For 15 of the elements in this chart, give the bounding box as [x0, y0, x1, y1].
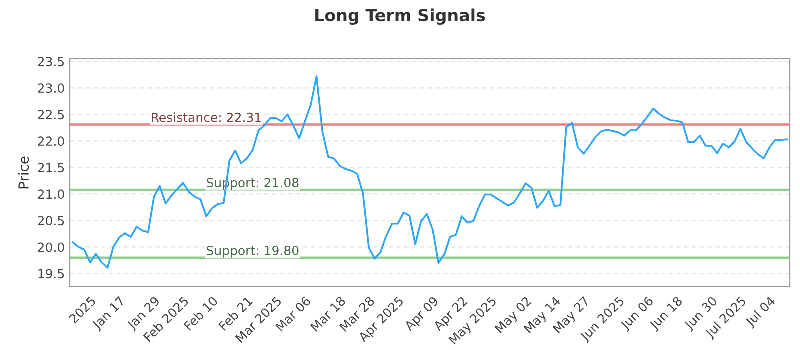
y-tick-label: 20.0	[38, 242, 64, 252]
y-tick-label: 21.0	[38, 190, 64, 200]
line-series	[72, 76, 788, 269]
y-tick-label: 20.5	[38, 216, 64, 226]
y-tick-label: 23.5	[38, 57, 64, 67]
y-tick-label: 21.5	[38, 163, 64, 173]
y-tick-label: 19.5	[38, 269, 64, 279]
x-tick-label: Jul 04	[744, 296, 778, 329]
ref-line-label: Resistance: 22.31	[152, 112, 261, 122]
chart-title: Long Term Signals	[316, 8, 486, 26]
y-tick-label: 23.0	[38, 84, 64, 94]
ref-line-label: Support: 19.80	[207, 246, 299, 258]
y-tick-label: 22.5	[38, 110, 64, 120]
y-tick-label: 22.0	[38, 136, 64, 146]
y-axis-title: Price	[18, 156, 30, 189]
